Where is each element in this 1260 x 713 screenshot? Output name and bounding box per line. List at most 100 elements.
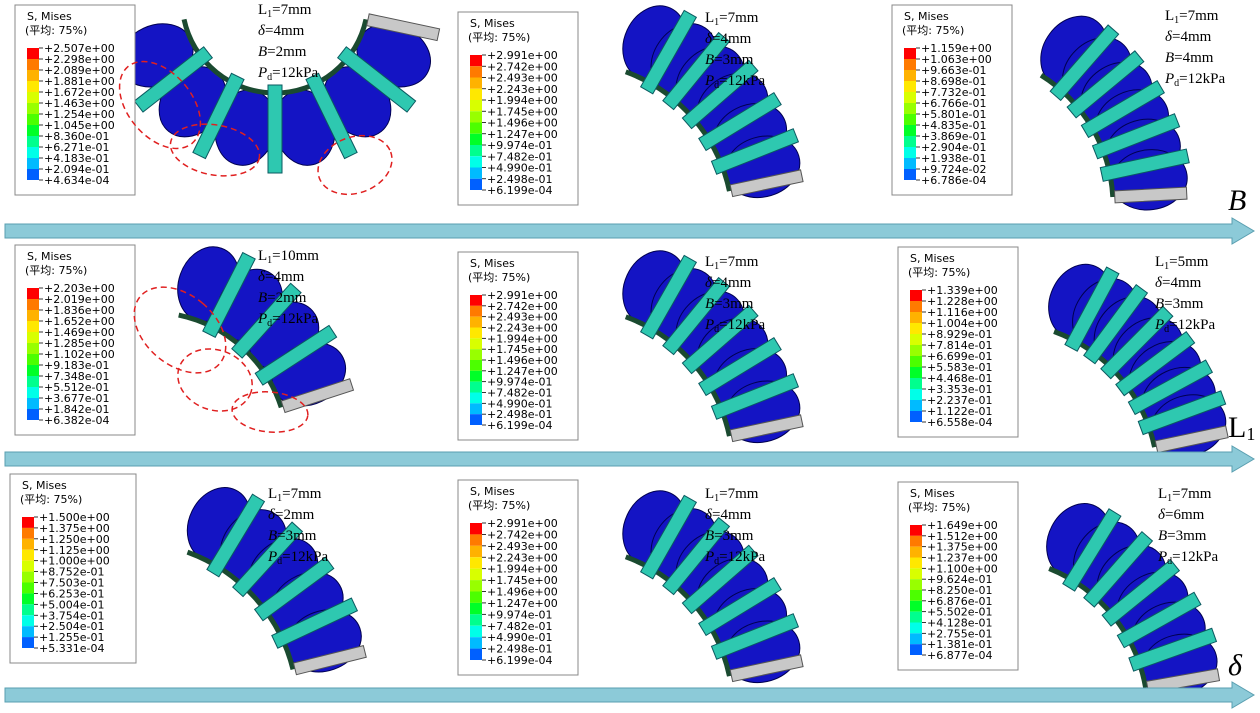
color-band: [910, 579, 922, 590]
parameter: L1=7mm: [705, 10, 759, 28]
color-band: [470, 55, 482, 66]
legend-subtitle: (平均: 75%): [468, 31, 530, 44]
value: =2mm: [267, 44, 307, 60]
color-band: [22, 626, 34, 637]
color-band: [27, 92, 39, 103]
color-band: [22, 593, 34, 604]
color-band: [910, 290, 922, 301]
color-band: [22, 561, 34, 572]
value: =4mm: [265, 269, 305, 285]
symbol: P: [704, 317, 714, 333]
color-band: [910, 536, 922, 547]
color-band: [22, 550, 34, 561]
color-band: [22, 528, 34, 539]
legend-value: +6.382e-04: [44, 414, 109, 427]
value: =7mm: [282, 486, 322, 502]
value: =3mm: [277, 528, 317, 544]
symbol: B: [705, 296, 714, 312]
color-band: [27, 169, 39, 180]
parameter: L1=10mm: [258, 248, 319, 266]
color-band: [910, 623, 922, 634]
value: =12kPa: [1172, 549, 1218, 565]
legend-subtitle: (平均: 75%): [908, 501, 970, 514]
color-band: [27, 81, 39, 92]
color-band: [22, 604, 34, 615]
legend-subtitle: (平均: 75%): [25, 24, 87, 37]
legend-value: +5.331e-04: [39, 642, 104, 655]
parameter: B=3mm: [705, 528, 754, 544]
color-band: [470, 78, 482, 89]
parameter: B=3mm: [705, 296, 754, 312]
color-band: [470, 626, 482, 637]
legend-subtitle: (平均: 75%): [468, 271, 530, 284]
color-band: [470, 393, 482, 404]
parameter: Pd=12kPa: [1157, 549, 1218, 567]
color-band: [22, 539, 34, 550]
symbol: L: [705, 254, 714, 270]
symbol: L: [268, 486, 277, 502]
parameter: B=3mm: [268, 528, 317, 544]
symbol: P: [1157, 549, 1167, 565]
symbol: P: [267, 549, 277, 565]
color-band: [470, 580, 482, 591]
symbol: L: [1155, 254, 1164, 270]
value: =12kPa: [1169, 317, 1215, 333]
symbol: P: [704, 73, 714, 89]
parameter: δ=4mm: [1155, 275, 1202, 291]
color-band: [27, 387, 39, 398]
symbol: L: [1158, 486, 1167, 502]
value: =12kPa: [719, 317, 765, 333]
symbol: B: [705, 528, 714, 544]
color-band: [904, 136, 916, 147]
symbol: L: [705, 486, 714, 502]
parameter: L1=7mm: [1158, 486, 1212, 504]
value: =3mm: [714, 528, 754, 544]
color-band: [470, 328, 482, 339]
legend-value: +6.199e-04: [487, 654, 552, 667]
color-band: [470, 557, 482, 568]
color-band: [904, 125, 916, 136]
color-band: [470, 546, 482, 557]
value: =12kPa: [272, 311, 318, 327]
parameter: Pd=12kPa: [257, 311, 318, 329]
legend-subtitle: (平均: 75%): [468, 499, 530, 512]
color-band: [470, 111, 482, 122]
parameter: B=3mm: [705, 52, 754, 68]
symbol: P: [257, 65, 267, 81]
parameter: B: [1228, 184, 1246, 217]
value: =3mm: [714, 52, 754, 68]
color-band: [470, 614, 482, 625]
value: =12kPa: [719, 549, 765, 565]
color-band: [470, 649, 482, 660]
value: =3mm: [1167, 528, 1207, 544]
color-band: [470, 569, 482, 580]
arrow: [5, 446, 1254, 472]
parameter: L1=7mm: [1165, 8, 1219, 26]
color-band: [22, 615, 34, 626]
parameter: L1=7mm: [705, 486, 759, 504]
value: =12kPa: [272, 65, 318, 81]
color-band: [22, 583, 34, 594]
arrow: [5, 218, 1254, 244]
color-band: [904, 103, 916, 114]
color-band: [904, 59, 916, 70]
color-band: [904, 92, 916, 103]
color-band: [27, 376, 39, 387]
color-band: [22, 637, 34, 648]
color-band: [910, 644, 922, 655]
symbol: L: [705, 10, 714, 26]
symbol: B: [705, 52, 714, 68]
parameter: δ=4mm: [258, 269, 305, 285]
value: =12kPa: [282, 549, 328, 565]
color-band: [910, 389, 922, 400]
legend-title: S, Mises: [910, 252, 955, 265]
legend-subtitle: (平均: 75%): [20, 493, 82, 506]
color-band: [470, 306, 482, 317]
color-band: [27, 321, 39, 332]
value: =5mm: [1169, 254, 1209, 270]
color-band: [27, 354, 39, 365]
color-band: [910, 334, 922, 345]
parameter: δ=6mm: [1158, 507, 1205, 523]
parameter: Pd=12kPa: [257, 65, 318, 83]
symbol: L: [258, 2, 267, 18]
